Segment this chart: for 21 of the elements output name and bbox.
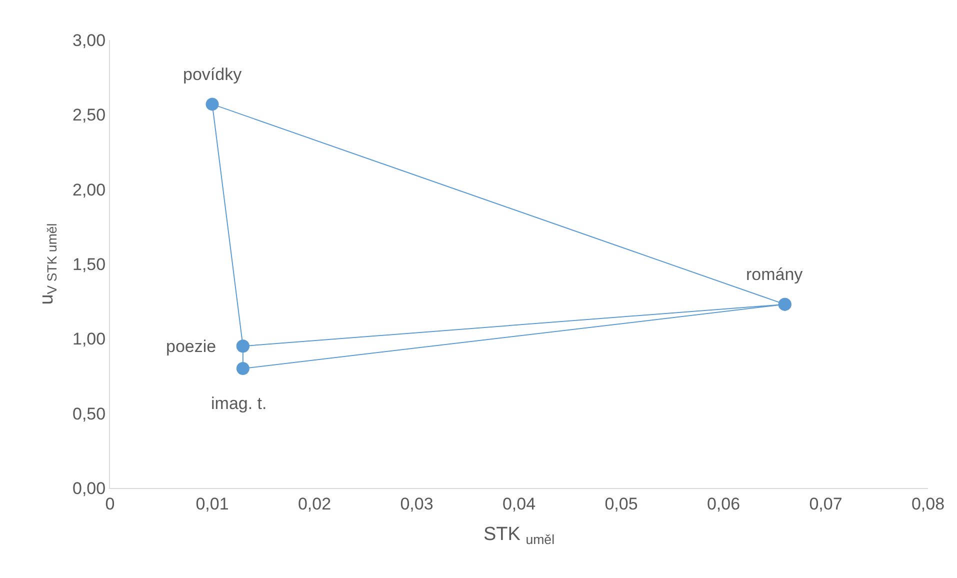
x-tick-label: 0,04 (502, 494, 536, 514)
y-tick-label: 0,50 (72, 404, 106, 424)
annotation: imag. t. (211, 394, 267, 413)
y-tick-label: 3,00 (72, 30, 106, 50)
y-tick-label: 2,00 (72, 180, 106, 200)
x-tick-label: 0,08 (911, 494, 945, 514)
x-tick-label: 0,01 (196, 494, 229, 514)
annotation: poezie (166, 337, 216, 356)
x-tick-label: 0,07 (809, 494, 842, 514)
annotation: povídky (183, 65, 242, 84)
x-tick-label: 0,05 (604, 494, 638, 514)
y-tick-label: 2,50 (72, 106, 106, 125)
y-tick-label: 1,00 (72, 330, 106, 349)
x-axis-title: STK $_{uměl}$ (483, 524, 555, 548)
x-tick-label: 0 (105, 494, 115, 514)
y-tick-label: 1,50 (72, 254, 106, 274)
y-tick-label: 0,00 (72, 478, 106, 498)
x-tick-label: 0,03 (400, 494, 434, 514)
annotation: romány (746, 265, 804, 284)
x-tick-label: 0,02 (298, 494, 332, 514)
x-tick-label: 0,06 (706, 494, 740, 514)
